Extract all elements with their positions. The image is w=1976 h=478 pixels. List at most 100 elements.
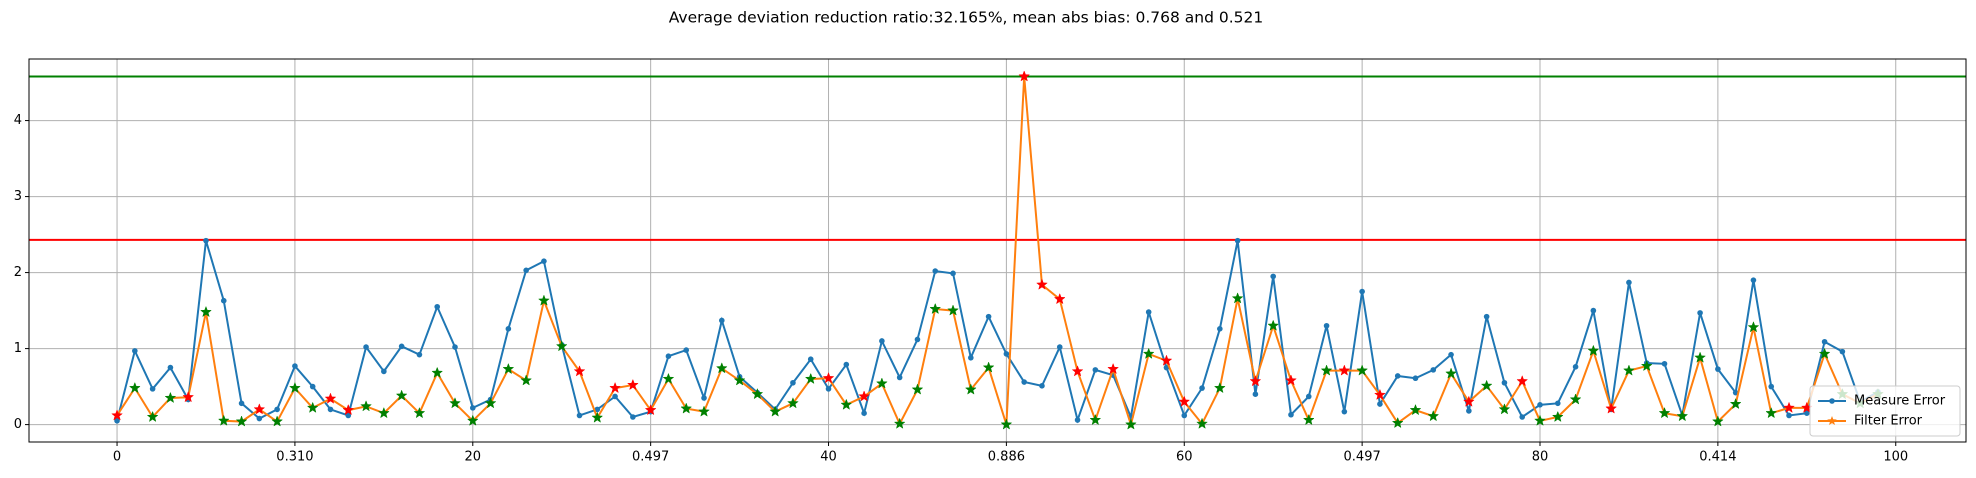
x-tick-label: 80 <box>1532 450 1549 465</box>
star-marker <box>626 378 639 391</box>
point-marker <box>665 353 672 359</box>
star-marker <box>182 391 195 403</box>
series-line <box>116 76 1879 429</box>
series-layer <box>29 70 1966 430</box>
point-marker <box>843 361 850 368</box>
star-marker <box>982 361 995 373</box>
point-marker <box>612 393 618 400</box>
point-marker <box>1234 237 1241 244</box>
star-marker <box>1249 375 1262 387</box>
star-marker <box>1124 418 1137 430</box>
y-tick-label: 3 <box>14 189 22 204</box>
star-marker <box>360 400 372 412</box>
point-marker <box>950 270 956 277</box>
point-marker <box>1626 279 1632 286</box>
x-tick-label: 60 <box>1176 450 1193 465</box>
x-tick-label: 0.310 <box>276 450 313 465</box>
star-marker <box>1071 365 1084 377</box>
star-marker <box>787 397 799 409</box>
point-marker <box>132 348 138 354</box>
star-marker <box>520 374 533 386</box>
point-marker <box>1839 348 1846 355</box>
point-marker <box>1039 383 1045 389</box>
star-marker <box>804 372 817 385</box>
star-marker <box>1053 292 1066 305</box>
point-marker <box>1056 344 1063 350</box>
star-marker <box>964 383 977 395</box>
star-marker <box>715 362 728 374</box>
point-marker <box>1483 313 1490 320</box>
point-marker <box>1377 401 1383 407</box>
series-line <box>116 240 1879 424</box>
point-marker <box>452 344 458 350</box>
star-marker <box>466 414 479 426</box>
point-marker <box>1003 351 1010 357</box>
point-marker <box>363 344 369 350</box>
star-marker <box>1462 395 1475 407</box>
point-marker <box>861 410 867 416</box>
star-marker <box>769 405 782 417</box>
star-marker <box>1676 410 1689 422</box>
point-marker <box>238 400 245 407</box>
star-marker <box>324 392 337 404</box>
star-marker <box>1391 416 1404 429</box>
star-marker <box>271 415 284 427</box>
point-marker <box>1181 412 1188 419</box>
legend: Measure Error Filter Error <box>1809 385 1961 437</box>
point-marker <box>1199 385 1205 391</box>
point-marker <box>807 356 814 363</box>
point-marker <box>1341 408 1348 415</box>
point-marker <box>1217 326 1223 332</box>
point-marker <box>309 383 316 390</box>
star-marker <box>680 402 693 414</box>
point-marker <box>1430 367 1437 373</box>
point-marker <box>541 258 547 264</box>
star-marker <box>1142 347 1155 359</box>
star-marker <box>751 387 764 400</box>
star-marker <box>1178 395 1191 407</box>
star-marker <box>235 415 248 427</box>
y-tick-label: 1 <box>14 341 22 356</box>
star-marker <box>1036 278 1048 290</box>
x-tick-label: 20 <box>465 450 482 465</box>
star-marker <box>1587 344 1600 356</box>
x-tick-label: 40 <box>820 450 837 465</box>
point-marker <box>879 338 885 344</box>
point-marker <box>1537 402 1543 408</box>
star-marker <box>591 411 604 423</box>
star-marker <box>217 414 230 426</box>
star-marker <box>1729 397 1742 410</box>
star-marker <box>1498 403 1511 415</box>
star-marker <box>911 383 924 395</box>
x-tick-label: 100 <box>1883 450 1908 465</box>
point-marker <box>1768 383 1775 390</box>
star-marker <box>573 365 586 377</box>
point-marker <box>203 237 209 244</box>
star-marker <box>1231 292 1244 304</box>
star-marker <box>306 401 319 413</box>
point-marker <box>1145 309 1152 315</box>
point-marker <box>1750 277 1757 283</box>
point-marker <box>1572 364 1579 370</box>
star-marker <box>1213 381 1226 394</box>
point-marker <box>1661 360 1668 367</box>
point-marker <box>1021 379 1027 385</box>
point-marker <box>790 379 796 386</box>
star-marker <box>1320 364 1333 376</box>
point-marker <box>220 297 227 304</box>
star-marker <box>1569 393 1582 405</box>
point-marker <box>416 351 423 358</box>
legend-box <box>1809 385 1961 437</box>
star-marker <box>698 405 710 417</box>
star-marker <box>502 362 515 375</box>
x-tick-label: 0.886 <box>988 450 1025 465</box>
star-marker <box>200 305 212 318</box>
point-marker <box>932 268 939 274</box>
star-marker <box>609 381 621 394</box>
star-marker <box>1107 362 1120 375</box>
point-marker <box>1821 338 1828 345</box>
star-marker <box>929 302 942 315</box>
star-marker <box>1623 364 1635 376</box>
